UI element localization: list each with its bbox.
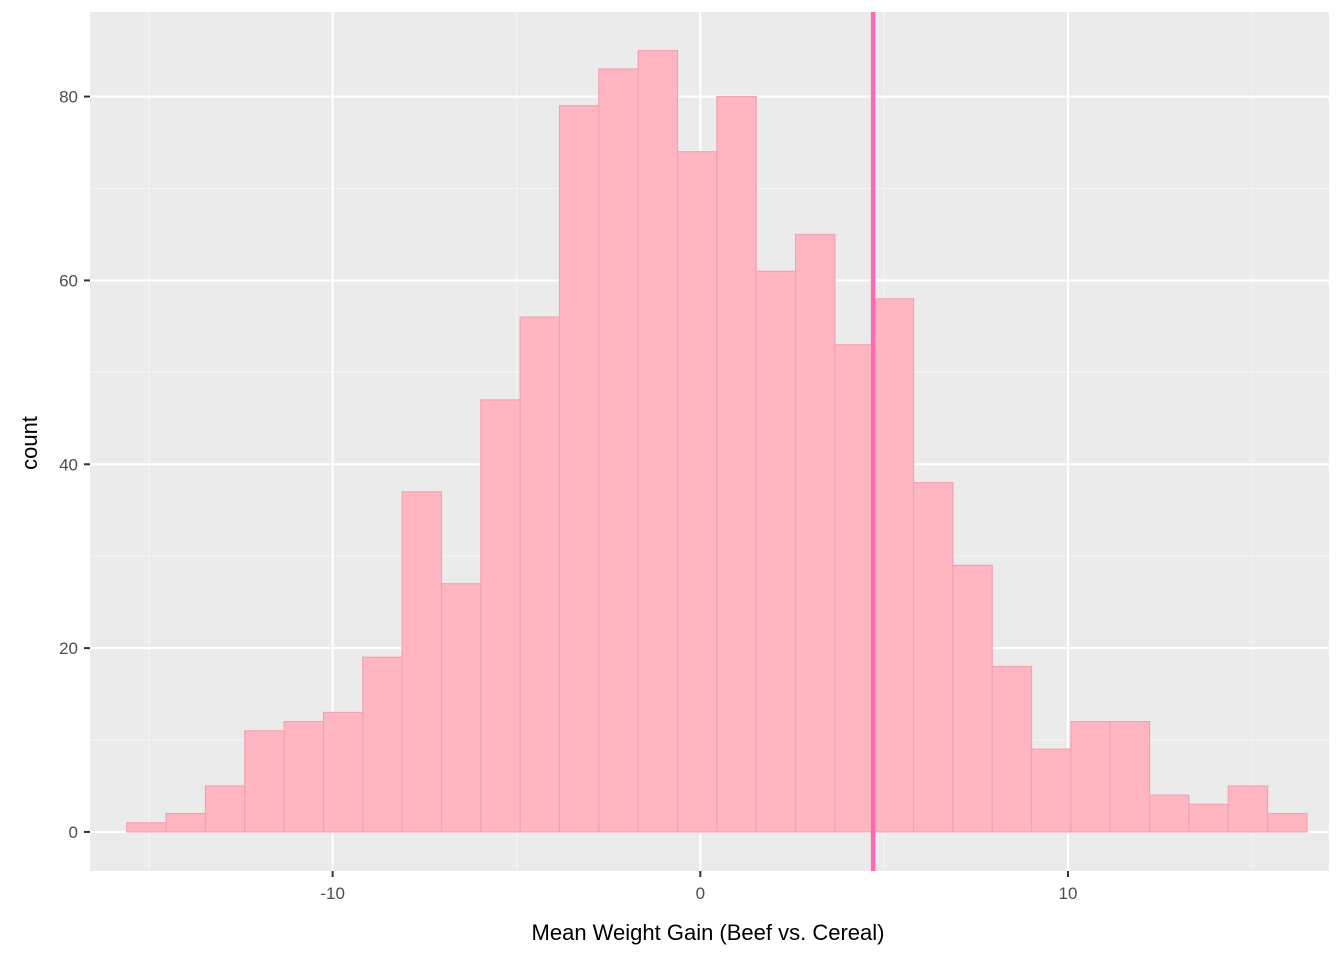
histogram-bar (1070, 721, 1111, 833)
y-tick-label: 60 (59, 271, 78, 290)
histogram-bars (126, 50, 1308, 833)
histogram-bar (1109, 721, 1151, 833)
x-axis-title: Mean Weight Gain (Beef vs. Cereal) (532, 920, 885, 945)
histogram-bar (283, 721, 325, 833)
histogram-bar (244, 730, 285, 833)
histogram-bar (755, 270, 797, 833)
y-tick-label: 80 (59, 88, 78, 107)
histogram-bar (991, 665, 1033, 833)
histogram-bar (401, 491, 443, 833)
histogram-bar (204, 785, 246, 833)
histogram-bar (716, 95, 757, 833)
histogram-bar (1227, 785, 1269, 833)
histogram-bar (440, 583, 482, 833)
histogram-bar (1267, 812, 1308, 833)
x-tick-label: -10 (320, 884, 345, 903)
histogram-bar (873, 298, 915, 833)
histogram-bar (834, 344, 875, 833)
histogram-bar (598, 68, 639, 833)
histogram-bar (676, 151, 718, 833)
x-tick-label: 0 (696, 884, 705, 903)
x-axis: -10 0 10 (320, 871, 1077, 903)
histogram-bar (1148, 794, 1190, 833)
histogram-bar (637, 50, 679, 833)
histogram-bar (362, 656, 403, 833)
histogram-bar (558, 105, 600, 833)
histogram-bar (480, 399, 521, 833)
histogram-bar (1188, 803, 1229, 833)
y-axis-title: count (17, 416, 42, 470)
histogram-bar (952, 564, 993, 833)
histogram-bar (519, 316, 561, 833)
histogram-bar (912, 482, 954, 833)
y-tick-label: 0 (69, 823, 78, 842)
histogram-bar (794, 233, 836, 833)
y-tick-label: 20 (59, 639, 78, 658)
y-axis: 0 20 40 60 80 (59, 88, 90, 842)
histogram-bar (322, 711, 364, 833)
histogram-bar (165, 812, 207, 833)
x-tick-label: 10 (1059, 884, 1078, 903)
histogram-bar (1030, 748, 1072, 833)
y-tick-label: 40 (59, 455, 78, 474)
histogram-bar (126, 822, 167, 833)
